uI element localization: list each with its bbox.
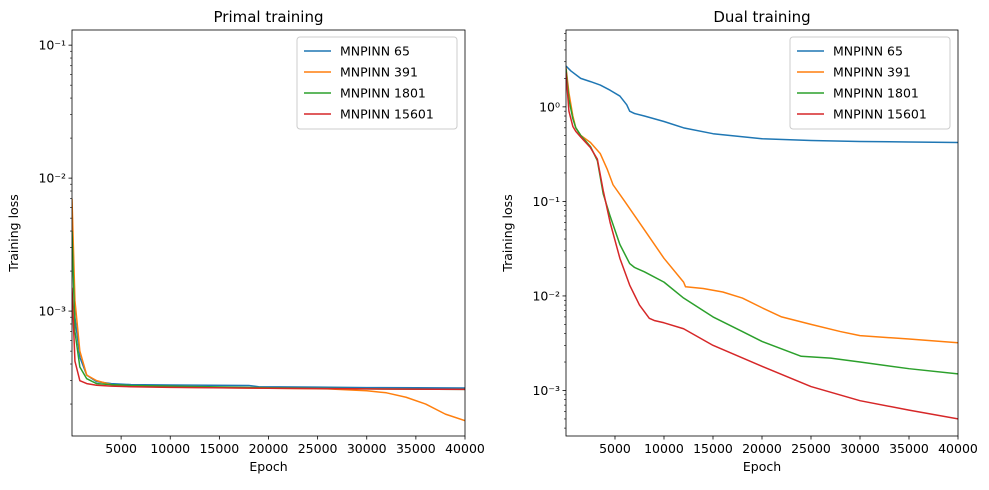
x-tick-label: 20000 [742,441,782,456]
series-line-1 [72,207,465,389]
x-tick-label: 15000 [199,441,239,456]
x-tick-label: 5000 [105,441,137,456]
series-line-4 [566,72,958,420]
legend-entry: MNPINN 15601 [340,107,434,122]
y-tick-label: 10⁻² [532,288,560,303]
legend-box [296,36,458,130]
x-tick-label: 25000 [298,441,338,456]
legend-entry: MNPINN 65 [340,44,410,59]
x-tick-label: 25000 [791,441,831,456]
x-tick-label: 35000 [889,441,929,456]
x-axis-label: Epoch [743,459,781,474]
legend-entry: MNPINN 1801 [833,86,919,101]
y-tick-label: 10⁻² [38,171,66,186]
legend: MNPINN 65 MNPINN 391 MNPINN 1801 MNPINN 156… [789,36,951,130]
series-line-4 [72,287,465,391]
x-tick-label: 30000 [840,441,880,456]
x-tick-label: 15000 [693,441,733,456]
x-tick-label: 30000 [347,441,387,456]
chart-title: Primal training [214,8,324,26]
legend-entry: MNPINN 1801 [340,86,426,101]
y-tick-label: 10⁰ [539,99,560,114]
x-tick-label: 35000 [396,441,436,456]
chart-panel-2: 5000 10000 15000 20000 25000 30000 35000 40000 1… [500,8,978,474]
legend: MNPINN 65 MNPINN 391 MNPINN 1801 MNPINN 156… [296,36,458,130]
x-tick-label: 10000 [644,441,684,456]
x-tick-label: 10000 [150,441,190,456]
y-tick-label: 10⁻³ [532,383,560,398]
x-tick-label: 20000 [249,441,289,456]
x-tick-label: 5000 [599,441,631,456]
x-tick-label: 40000 [445,441,485,456]
legend-entry: MNPINN 65 [833,44,903,59]
series-line-1 [566,65,958,144]
series-line-3 [566,69,958,375]
series-line-3 [72,231,465,391]
legend-box [789,36,951,130]
y-axis-label: Training loss [6,194,21,272]
y-tick-label: 10⁻¹ [38,38,66,53]
chart-panel-1: 5000 10000 15000 20000 25000 30000 35000 40000 1… [6,8,485,474]
y-axis-label: Training loss [500,194,515,272]
legend-entry: MNPINN 391 [833,65,911,80]
legend-entry: MNPINN 15601 [833,107,927,122]
chart-title: Dual training [713,8,810,26]
legend-entry: MNPINN 391 [340,65,418,80]
x-tick-label: 40000 [938,441,978,456]
y-tick-label: 10⁻¹ [532,194,560,209]
y-tick-label: 10⁻³ [38,304,66,319]
x-axis-label: Epoch [249,459,287,474]
